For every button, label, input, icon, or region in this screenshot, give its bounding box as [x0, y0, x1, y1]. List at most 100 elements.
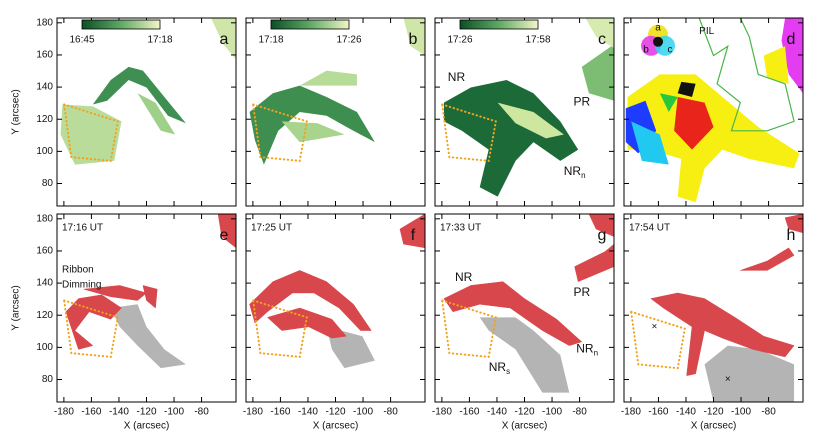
emission-region	[585, 18, 614, 49]
annotation-text: PR	[573, 95, 590, 109]
x-tick-label: -120	[703, 407, 723, 418]
region-outline	[440, 299, 498, 358]
panel: b 17:18 17:26	[245, 17, 426, 207]
x-tick-label: -180	[243, 407, 263, 418]
colorbar	[459, 19, 539, 30]
x-tick-label: -120	[514, 407, 534, 418]
emission-region	[650, 292, 795, 376]
emission-region	[479, 317, 570, 393]
annotation: NR	[455, 270, 473, 284]
colorbar-label: 16:45	[69, 35, 94, 46]
annotation-text: NR	[489, 360, 507, 374]
x-tick-label: -140	[298, 407, 318, 418]
panel-letter: g	[598, 227, 607, 244]
region-outline	[629, 310, 687, 370]
annotation-sub: s	[506, 367, 510, 376]
emission-region	[581, 44, 614, 101]
annotation: NRn	[576, 342, 598, 358]
x-axis-label: X (arcsec)	[502, 421, 548, 432]
panel-letter: f	[411, 227, 416, 244]
pil-line	[698, 17, 795, 132]
x-tick-label: -80	[194, 407, 209, 418]
colorbar-label: 17:18	[258, 35, 283, 46]
x-tick-label: -140	[487, 407, 507, 418]
panel-letter: b	[409, 31, 418, 48]
x-tick-label: -140	[676, 407, 696, 418]
region-outline	[440, 103, 498, 162]
panel: -180 -160 -140 -120 -100 -80 X (arcsec) f 17:25 …	[243, 213, 426, 432]
annotation: PR	[573, 95, 590, 109]
legend-entry: Dimming	[62, 280, 101, 291]
wheel	[653, 36, 664, 47]
y-tick-label: 180	[36, 17, 53, 28]
annotation-text: PR	[573, 285, 590, 299]
emission-region	[65, 294, 122, 350]
annotation: NRn	[564, 164, 586, 180]
pil-label: PIL	[699, 26, 714, 37]
panel-letter: c	[598, 31, 606, 48]
y-tick-label: 100	[36, 146, 53, 157]
x-tick-label: -160	[81, 407, 101, 418]
x-axis-label: X (arcsec)	[124, 421, 170, 432]
emission-region	[266, 307, 347, 339]
x-tick-label: -120	[136, 407, 156, 418]
panel: -180 -160 -140 -120 -100 -80 X (arcsec) g 17:33 …	[432, 213, 615, 432]
panel: × × -180 -160 -140 -120 -100 -80 X (arcsec) h 17:5…	[621, 213, 804, 432]
emission-region	[83, 285, 148, 301]
x-tick-label: -180	[432, 407, 452, 418]
x-tick-label: -180	[621, 407, 641, 418]
emission-region	[142, 285, 158, 309]
emission-region	[137, 93, 176, 135]
panel-letter: h	[787, 227, 796, 244]
emission-region	[631, 121, 669, 165]
x-tick-label: -80	[383, 407, 398, 418]
emission-region	[704, 345, 795, 402]
annotation-text: NR	[576, 342, 594, 356]
time-label: 17:25 UT	[251, 223, 292, 234]
y-tick-label: 100	[36, 342, 53, 353]
y-tick-label: 160	[36, 246, 53, 257]
emission-region	[781, 18, 803, 94]
emission-region	[210, 18, 236, 60]
emission-region	[92, 66, 186, 124]
x-tick-label: -160	[459, 407, 479, 418]
y-tick-label: 120	[36, 310, 53, 321]
region-outline	[251, 299, 309, 358]
y-tick-label: 160	[36, 50, 53, 61]
y-axis-label: Y (arcsec)	[11, 89, 22, 134]
y-axis-label: Y (arcsec)	[11, 285, 22, 330]
wheel-label: b	[643, 44, 649, 55]
y-tick-label: 120	[36, 114, 53, 125]
x-tick-label: -80	[572, 407, 587, 418]
emission-region	[249, 270, 372, 331]
colorbar-label: 17:26	[336, 35, 361, 46]
wheel-label: a	[655, 22, 661, 33]
panel: -180 -160 -140 -120 -100 -80 80 100 120 140 160 180…	[11, 213, 237, 432]
x-tick-label: -120	[325, 407, 345, 418]
emission-region	[443, 80, 579, 197]
x-axis-label: X (arcsec)	[313, 421, 359, 432]
x-tick-label: -100	[542, 407, 562, 418]
y-tick-label: 80	[42, 178, 54, 189]
x-tick-label: -160	[648, 407, 668, 418]
emission-region	[281, 121, 345, 143]
x-tick-label: -80	[761, 407, 776, 418]
y-tick-label: 140	[36, 82, 53, 93]
panel: ab c PIL d	[623, 17, 804, 207]
emission-region	[497, 102, 564, 139]
emission-region	[249, 85, 375, 165]
x-tick-label: -100	[731, 407, 751, 418]
region-outline	[62, 299, 120, 358]
x-tick-label: -160	[270, 407, 290, 418]
emission-region	[659, 93, 678, 112]
wheel-label: c	[668, 44, 673, 55]
emission-region	[299, 70, 357, 86]
colorbar	[270, 19, 350, 30]
time-label: 17:54 UT	[629, 223, 670, 234]
time-label: 17:16 UT	[62, 223, 103, 234]
annotation-text: NR	[564, 164, 582, 178]
emission-region	[403, 18, 425, 56]
annotation-text: NR	[455, 270, 473, 284]
